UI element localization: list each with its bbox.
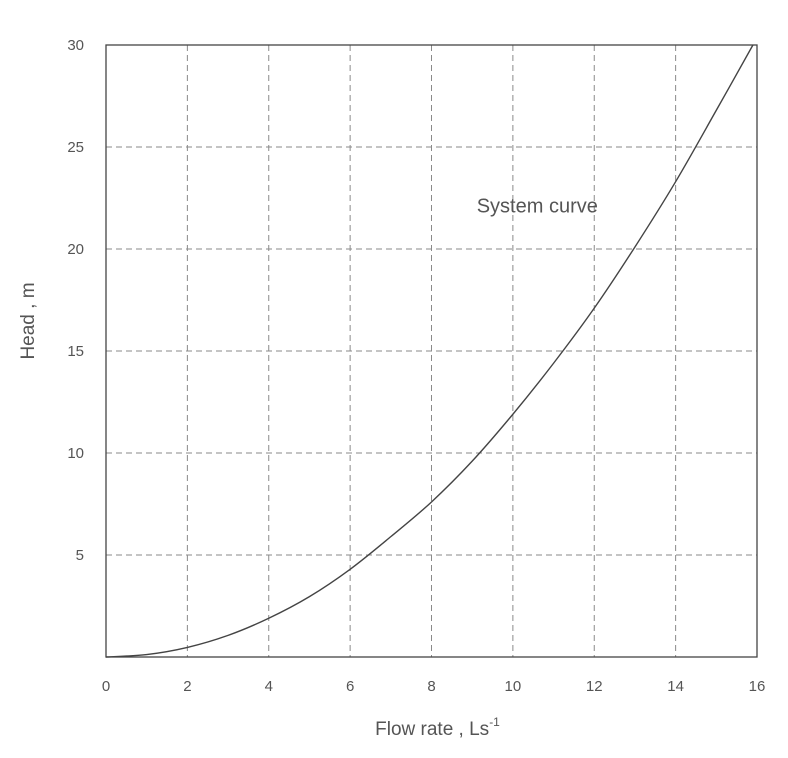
y-tick-label: 5	[76, 547, 84, 564]
x-tick-label: 0	[102, 678, 110, 695]
y-axis-tick-labels: 5 10 15 20 25 30	[67, 37, 84, 564]
x-axis-title-text: Flow rate , Ls	[375, 719, 489, 740]
y-tick-label: 15	[67, 343, 84, 360]
y-tick-label: 10	[67, 445, 84, 462]
x-tick-label: 2	[183, 678, 191, 695]
system-curve-annotation: System curve	[477, 195, 598, 217]
x-tick-label: 16	[749, 678, 766, 695]
x-tick-label: 14	[667, 678, 684, 695]
y-tick-label: 20	[67, 241, 84, 258]
x-axis-tick-labels: 0 2 4 6 8 10 12 14 16	[102, 678, 766, 695]
system-curve-line	[105, 44, 754, 658]
x-tick-label: 6	[346, 678, 354, 695]
x-axis-title: Flow rate , Ls-1	[375, 715, 500, 740]
x-tick-label: 10	[505, 678, 522, 695]
y-tick-label: 30	[67, 37, 84, 54]
y-tick-label: 25	[67, 139, 84, 156]
x-tick-label: 8	[427, 678, 435, 695]
x-axis-title-superscript: -1	[489, 715, 500, 729]
grid-lines	[106, 45, 757, 657]
plot-area-frame	[105, 44, 758, 658]
x-tick-label: 4	[265, 678, 273, 695]
x-tick-label: 12	[586, 678, 603, 695]
y-axis-title: Head , m	[18, 282, 39, 359]
